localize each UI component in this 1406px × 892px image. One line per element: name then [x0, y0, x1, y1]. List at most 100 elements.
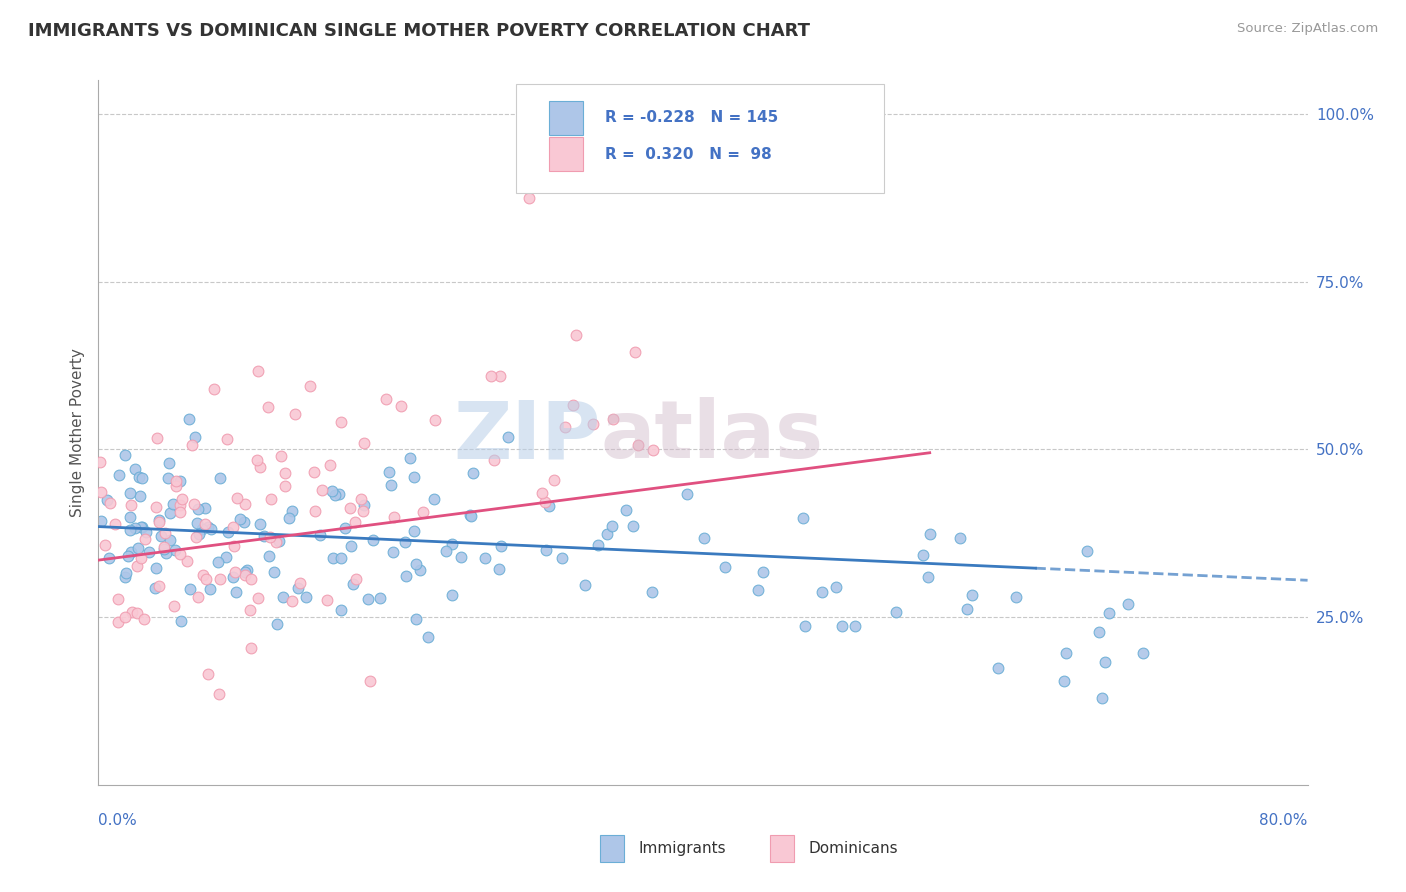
Point: [120, 510, 142, 524]
Point: [277, 511, 299, 525]
Point: [228, 512, 250, 526]
Point: [190, 522, 212, 536]
Point: [98, 496, 121, 510]
Point: [302, 465, 325, 479]
Point: [249, 517, 271, 532]
Point: [94, 538, 117, 552]
Point: [423, 491, 446, 506]
Point: [115, 566, 138, 580]
Point: [240, 572, 263, 586]
Point: [641, 442, 664, 457]
Point: [792, 511, 814, 525]
Point: [323, 488, 346, 502]
Point: [198, 582, 221, 596]
Point: [565, 328, 588, 343]
Point: [120, 523, 142, 537]
Point: [209, 572, 232, 586]
Point: [489, 369, 512, 384]
Point: [153, 542, 176, 557]
Point: [614, 503, 637, 517]
Point: [321, 484, 343, 499]
Point: [534, 495, 557, 509]
Point: [249, 460, 271, 475]
Point: [474, 550, 496, 565]
Point: [831, 619, 853, 633]
Point: [240, 641, 263, 656]
Point: [956, 602, 979, 616]
Point: [208, 687, 231, 701]
Point: [1098, 606, 1121, 620]
Point: [221, 519, 243, 533]
Point: [330, 415, 353, 429]
Point: [534, 543, 557, 558]
Point: [125, 606, 148, 620]
Point: [145, 500, 167, 514]
Point: [134, 612, 156, 626]
Point: [793, 619, 815, 633]
Point: [145, 561, 167, 575]
Point: [197, 520, 219, 534]
Point: [409, 562, 432, 576]
Point: [194, 516, 217, 531]
Point: [107, 591, 129, 606]
Point: [128, 470, 150, 484]
Point: [260, 491, 283, 506]
Point: [290, 575, 312, 590]
Point: [120, 545, 142, 559]
Point: [233, 567, 256, 582]
Point: [399, 451, 422, 466]
Point: [405, 612, 427, 626]
Point: [194, 500, 217, 515]
Point: [89, 455, 111, 469]
Point: [129, 551, 152, 566]
Text: R =  0.320   N =  98: R = 0.320 N = 98: [605, 147, 772, 161]
Point: [239, 603, 262, 617]
Point: [131, 519, 153, 533]
Point: [595, 526, 617, 541]
Point: [1076, 544, 1098, 558]
Point: [259, 530, 281, 544]
Point: [641, 585, 664, 599]
FancyBboxPatch shape: [769, 835, 794, 862]
Point: [170, 615, 193, 629]
Point: [194, 572, 217, 586]
Point: [184, 430, 207, 444]
Point: [271, 590, 294, 604]
Point: [156, 471, 179, 485]
Point: [333, 521, 356, 535]
Point: [163, 599, 186, 613]
Point: [124, 520, 146, 534]
Point: [280, 594, 302, 608]
Point: [378, 465, 401, 479]
Point: [434, 544, 457, 558]
Point: [1053, 673, 1076, 688]
Point: [148, 579, 170, 593]
Point: [752, 565, 775, 579]
Point: [148, 515, 170, 529]
Point: [169, 474, 191, 488]
Point: [176, 554, 198, 568]
Point: [949, 531, 972, 545]
Point: [339, 501, 361, 516]
Point: [315, 592, 337, 607]
Point: [152, 541, 174, 555]
Point: [232, 515, 254, 529]
Point: [169, 499, 191, 513]
Point: [844, 619, 866, 633]
Point: [107, 615, 129, 629]
Point: [263, 565, 285, 579]
Point: [209, 471, 232, 485]
Point: [121, 605, 143, 619]
Point: [1132, 646, 1154, 660]
Text: R = -0.228   N = 145: R = -0.228 N = 145: [605, 110, 779, 125]
Point: [134, 533, 156, 547]
Point: [225, 585, 247, 599]
Point: [370, 591, 392, 605]
Point: [246, 452, 269, 467]
Point: [153, 526, 176, 541]
Point: [294, 590, 316, 604]
Point: [135, 525, 157, 540]
Point: [217, 525, 239, 540]
Point: [148, 513, 170, 527]
Point: [357, 592, 380, 607]
